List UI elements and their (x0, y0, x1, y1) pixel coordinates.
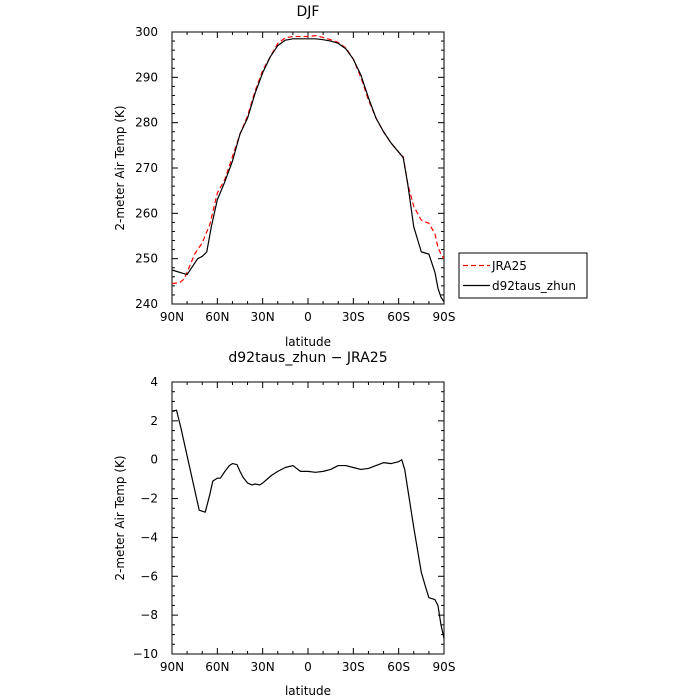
bottom-series (171, 409, 445, 639)
bottom-ticks: 90N 60N 30N 0 30S 60S 90S −10 −8 −6 −4 −2 0 2 4 (133, 375, 456, 674)
bottom-y-tick-label: −8 (140, 608, 158, 622)
top-x-tick-label: 30S (342, 310, 365, 324)
top-y-tick-label: 250 (135, 252, 158, 266)
bottom-x-tick-label: 30N (251, 660, 275, 674)
top-x-tick-label: 90S (433, 310, 456, 324)
bottom-x-tick-label: 0 (304, 660, 312, 674)
bottom-y-tick-label: −6 (140, 569, 158, 583)
top-series (171, 35, 445, 303)
top-y-tick-label: 270 (135, 161, 158, 175)
bottom-y-axis-title: 2-meter Air Temp (K) (113, 455, 127, 580)
top-y-tick-label: 240 (135, 297, 158, 311)
legend: JRA25 d92taus_zhun (458, 252, 588, 299)
bottom-panel: d92taus_zhun − JRA25 90N 60N 30N 0 30S 60S 90S… (113, 350, 455, 698)
top-x-tick-label: 90N (160, 310, 184, 324)
top-y-tick-label: 260 (135, 206, 158, 220)
legend-label-jra25: JRA25 (491, 259, 527, 273)
bottom-series-line-s0 (171, 409, 445, 639)
top-series-line-d92taus-zhun (171, 38, 445, 303)
top-chart-title: DJF (297, 4, 320, 20)
bottom-x-tick-label: 90S (433, 660, 456, 674)
bottom-y-tick-label: −2 (140, 492, 158, 506)
legend-label-d92taus-zhun: d92taus_zhun (492, 279, 576, 293)
bottom-x-tick-label: 90N (160, 660, 184, 674)
bottom-y-tick-label: −10 (133, 647, 158, 661)
bottom-x-tick-label: 60N (205, 660, 229, 674)
top-x-axis-title: latitude (285, 335, 331, 349)
top-y-tick-label: 280 (135, 116, 158, 130)
bottom-chart-title: d92taus_zhun − JRA25 (228, 350, 387, 366)
top-x-tick-label: 0 (304, 310, 312, 324)
top-x-tick-label: 60S (387, 310, 410, 324)
bottom-x-axis-title: latitude (285, 684, 331, 698)
top-x-tick-label: 30N (251, 310, 275, 324)
top-panel: DJF 90N 60N 30N 0 30S 60S 90S 240 250 260 270 280 29… (113, 4, 455, 349)
top-y-tick-label: 290 (135, 70, 158, 84)
legend-box (458, 252, 588, 299)
bottom-y-tick-label: 4 (150, 375, 158, 389)
bottom-x-tick-label: 60S (387, 660, 410, 674)
bottom-x-tick-label: 30S (342, 660, 365, 674)
bottom-y-tick-label: 2 (150, 414, 158, 428)
bottom-y-tick-label: 0 (150, 453, 158, 467)
top-series-line-jra25 (171, 35, 445, 285)
top-y-axis-title: 2-meter Air Temp (K) (113, 105, 127, 230)
top-ticks: 90N 60N 30N 0 30S 60S 90S 240 250 260 270 280 290 300 (135, 25, 455, 324)
top-y-tick-label: 300 (135, 25, 158, 39)
bottom-y-tick-label: −4 (140, 530, 158, 544)
top-x-tick-label: 60N (205, 310, 229, 324)
